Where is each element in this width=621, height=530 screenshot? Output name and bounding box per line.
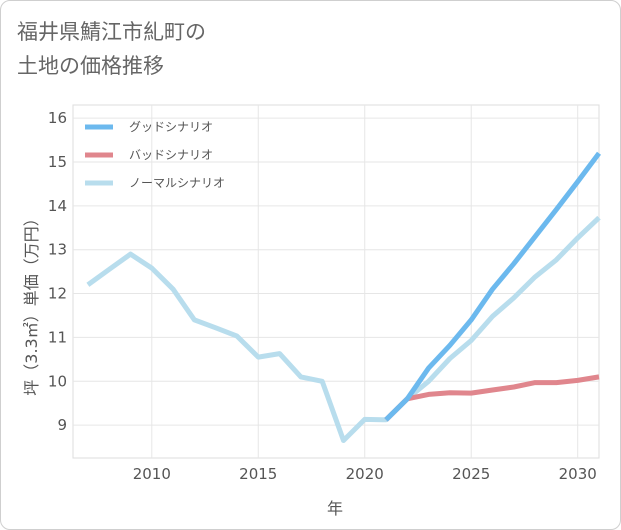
x-axis-label: 年 [327, 499, 343, 518]
y-tick-label: 10 [48, 372, 67, 390]
y-tick-label: 12 [48, 285, 67, 303]
legend-label: ノーマルシナリオ [129, 176, 225, 190]
y-tick-label: 14 [48, 197, 67, 215]
y-tick-label: 9 [57, 416, 67, 434]
series-line [86, 215, 601, 443]
series-line [384, 151, 602, 422]
series-lines [86, 151, 602, 443]
y-axis-label: 坪（3.3㎡）単価（万円） [22, 210, 41, 395]
y-tick-label: 13 [48, 241, 67, 259]
plot-area [72, 104, 600, 459]
x-tick-label: 2025 [452, 465, 490, 483]
chart-title: 福井県鯖江市糺町の 土地の価格推移 [17, 15, 206, 83]
x-tick-label: 2015 [239, 465, 277, 483]
title-line-1: 福井県鯖江市糺町の [17, 20, 206, 44]
series-line [384, 374, 600, 422]
legend-label: バッドシナリオ [129, 148, 213, 162]
y-tick-labels: 9 10 11 12 13 14 15 16 [48, 109, 67, 434]
y-tick-label: 16 [48, 109, 67, 127]
x-tick-labels: 2010 2015 2020 2025 2030 [133, 465, 597, 483]
x-tick-label: 2030 [559, 465, 597, 483]
grid-lines [73, 105, 599, 458]
y-tick-label: 15 [48, 153, 67, 171]
x-tick-label: 2020 [346, 465, 384, 483]
x-tick-label: 2010 [133, 465, 171, 483]
legend-label: グッドシナリオ [129, 120, 213, 134]
title-line-2: 土地の価格推移 [17, 54, 164, 78]
y-tick-label: 11 [48, 328, 67, 346]
